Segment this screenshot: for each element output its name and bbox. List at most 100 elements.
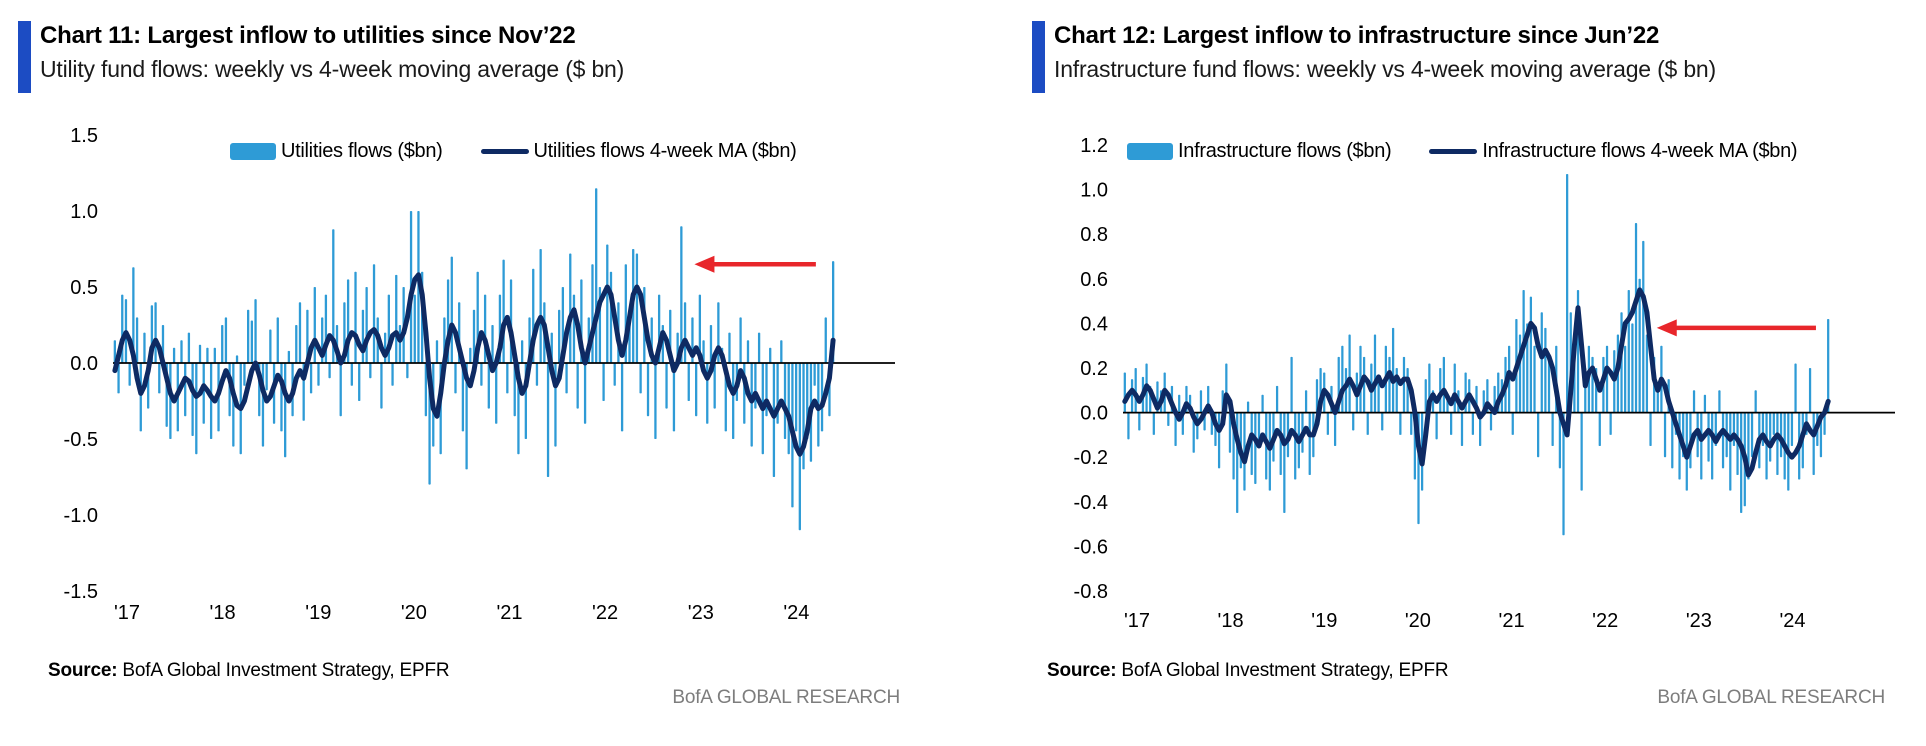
bar	[158, 363, 161, 394]
bar	[1246, 401, 1250, 413]
legend-item-bars: Infrastructure flows ($bn)	[1127, 139, 1392, 163]
bar	[1790, 412, 1794, 447]
bar	[1740, 412, 1743, 513]
bar	[620, 363, 624, 432]
bar	[1341, 345, 1344, 413]
bar	[1326, 412, 1329, 435]
bar	[113, 340, 116, 363]
bar	[413, 294, 416, 363]
bar	[395, 274, 398, 363]
bar	[502, 259, 505, 363]
bar	[1275, 385, 1279, 413]
bar	[269, 329, 272, 363]
bar	[1373, 334, 1377, 413]
legend-item-bars: Utilities flows ($bn)	[230, 140, 443, 163]
y-tick-label: 0.8	[1080, 224, 1108, 246]
bar	[495, 363, 498, 424]
bar	[1138, 412, 1141, 431]
utilities-y-axis-labels: 1.5 1.0 0.5 0.0 -0.5 -1.0 -1.5	[64, 125, 98, 603]
x-tick-label: '24	[783, 602, 809, 624]
bar	[1283, 412, 1286, 513]
bar	[143, 332, 146, 363]
x-tick-label: '21	[1499, 610, 1525, 632]
bar	[750, 363, 753, 447]
bar	[284, 363, 287, 458]
bar	[639, 363, 642, 394]
bar	[1627, 289, 1630, 413]
bar	[221, 325, 224, 363]
bar	[1624, 345, 1627, 413]
bar	[187, 332, 191, 363]
bar	[1261, 394, 1264, 413]
bar	[1631, 323, 1634, 413]
x-tick-label: '23	[1686, 610, 1712, 632]
infrastructure-weekly-bars	[1123, 173, 1830, 536]
bar	[1460, 412, 1464, 447]
x-tick-label: '22	[1592, 610, 1618, 632]
y-tick-label: -0.8	[1074, 581, 1108, 603]
x-tick-label: '18	[210, 602, 236, 624]
bar	[606, 244, 609, 363]
bar	[1794, 363, 1797, 413]
bar	[472, 309, 476, 363]
bar	[1678, 412, 1681, 480]
bar	[769, 347, 772, 363]
bar	[687, 363, 690, 401]
bar	[1711, 412, 1714, 480]
bar	[1779, 412, 1783, 458]
legend-label: Infrastructure flows ($bn)	[1178, 139, 1392, 162]
bar	[1406, 368, 1409, 413]
bar	[1381, 412, 1384, 431]
bar	[780, 340, 783, 363]
bar	[480, 363, 483, 386]
bar	[1130, 379, 1134, 413]
bar	[595, 188, 598, 363]
bar	[195, 363, 198, 455]
bar	[1566, 173, 1569, 413]
bar-swatch-icon	[1127, 142, 1173, 160]
bar	[1424, 379, 1427, 413]
bar	[794, 363, 798, 432]
bar	[306, 309, 309, 363]
bar	[813, 363, 816, 386]
bar	[695, 363, 698, 417]
bar	[672, 363, 676, 432]
bar	[506, 363, 509, 394]
bar	[520, 340, 524, 363]
y-tick-label: 0.6	[1080, 269, 1108, 291]
bar	[1359, 345, 1362, 413]
bar	[1732, 412, 1736, 447]
bar	[191, 363, 194, 436]
bar	[565, 363, 568, 394]
chart-title: Chart 12: Largest inflow to infrastructu…	[1054, 22, 1660, 49]
bar	[135, 317, 139, 363]
infrastructure-annotation-arrow	[1656, 319, 1816, 337]
bar	[709, 325, 713, 363]
y-tick-label: 0.0	[70, 353, 98, 375]
bar	[772, 363, 776, 477]
bar	[746, 340, 750, 363]
utilities-annotation-arrow	[694, 255, 816, 273]
bar	[461, 363, 465, 432]
bar	[1410, 412, 1413, 435]
bar	[339, 363, 342, 417]
x-tick-label: '20	[401, 602, 427, 624]
bar	[1609, 412, 1612, 435]
bar	[117, 363, 120, 394]
bar	[350, 363, 353, 386]
bar	[1435, 412, 1438, 440]
bar	[1250, 412, 1253, 476]
bar	[1511, 412, 1514, 435]
x-tick-label: '19	[305, 602, 331, 624]
source-label: Source:	[1047, 660, 1117, 681]
bar	[1721, 412, 1725, 469]
bar	[1217, 412, 1221, 469]
bar	[1827, 318, 1830, 413]
infrastructure-x-axis-labels: '17 '18 '19 '20 '21 '22 '23 '24	[1124, 610, 1806, 632]
bar	[591, 264, 594, 363]
bar	[1344, 368, 1348, 413]
y-tick-label: 0.2	[1080, 358, 1108, 380]
bar	[665, 363, 668, 409]
bar	[1453, 363, 1456, 413]
